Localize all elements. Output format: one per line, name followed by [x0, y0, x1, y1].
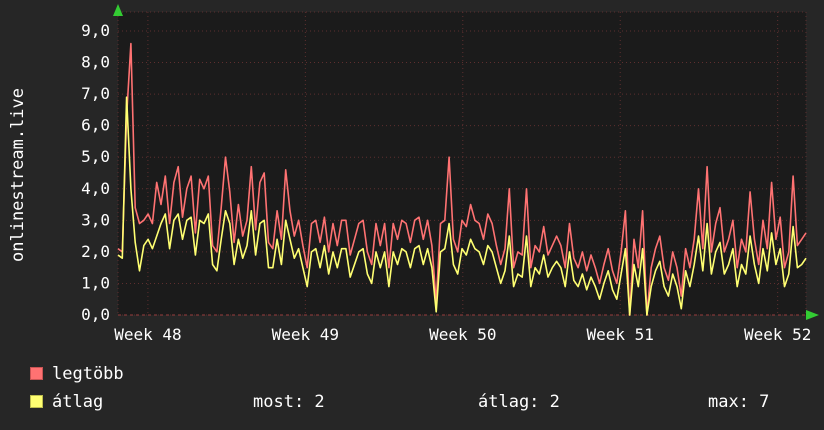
svg-text:2,0: 2,0	[81, 242, 110, 261]
svg-text:0,0: 0,0	[81, 305, 110, 324]
legend-swatch-yellow	[30, 395, 43, 408]
legend-label: legtöbb	[52, 364, 124, 384]
legend-swatch-red	[30, 367, 43, 380]
svg-text:1,0: 1,0	[81, 273, 110, 292]
legend-label: átlag	[52, 392, 104, 412]
svg-text:9,0: 9,0	[81, 21, 110, 40]
svg-text:6,0: 6,0	[81, 116, 110, 135]
svg-text:4,0: 4,0	[81, 179, 110, 198]
svg-text:7,0: 7,0	[81, 84, 110, 103]
svg-text:Week 52: Week 52	[744, 325, 811, 344]
stat-max: max: 7	[708, 392, 770, 412]
svg-text:Week 50: Week 50	[429, 325, 496, 344]
svg-text:Week 49: Week 49	[272, 325, 339, 344]
svg-text:Week 48: Week 48	[114, 325, 181, 344]
stat-atlag: átlag: 2	[478, 392, 560, 412]
svg-text:5,0: 5,0	[81, 147, 110, 166]
chart-canvas: 0,0 1,0 2,0 3,0 4,0 5,0 6,0 7,0 8,0 9,0 Week 48 Wee…	[81, 4, 819, 344]
stat-most: most: 2	[253, 392, 325, 412]
svg-text:8,0: 8,0	[81, 53, 110, 72]
svg-text:3,0: 3,0	[81, 210, 110, 229]
svg-text:Week 51: Week 51	[587, 325, 654, 344]
